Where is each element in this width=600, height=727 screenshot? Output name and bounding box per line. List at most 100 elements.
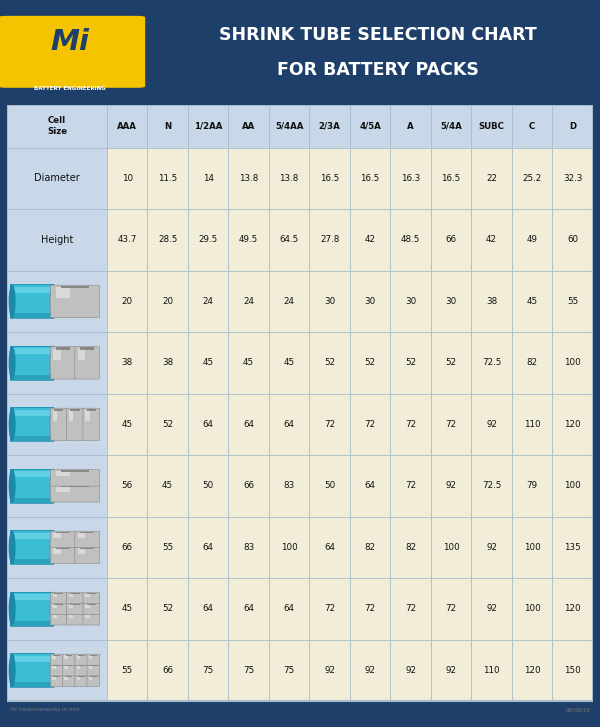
FancyBboxPatch shape [87, 654, 100, 665]
Text: 20: 20 [162, 297, 173, 306]
Bar [391, 270, 431, 332]
Bar [10, 654, 53, 687]
Bar [310, 332, 350, 393]
Bar [54, 614, 64, 615]
Text: 06/08/19: 06/08/19 [566, 707, 590, 712]
Text: 64: 64 [203, 543, 214, 552]
Bar [512, 578, 553, 640]
Text: 32.3: 32.3 [563, 174, 582, 183]
FancyBboxPatch shape [50, 675, 63, 686]
FancyBboxPatch shape [50, 664, 63, 676]
Bar [61, 486, 89, 487]
Text: 24: 24 [284, 297, 295, 306]
Bar [53, 533, 61, 538]
Bar [10, 498, 53, 503]
Bar [69, 594, 73, 598]
Bar [53, 548, 61, 554]
Bar [229, 270, 269, 332]
Bar [7, 393, 107, 455]
Bar [431, 517, 472, 578]
Bar [553, 393, 593, 455]
Bar [77, 655, 85, 656]
Bar [54, 604, 64, 605]
Text: 38: 38 [121, 358, 133, 367]
FancyBboxPatch shape [87, 675, 100, 686]
Text: 14: 14 [203, 174, 214, 183]
Text: 42: 42 [486, 236, 497, 244]
Bar [64, 655, 68, 659]
FancyBboxPatch shape [83, 603, 100, 614]
Text: 64.5: 64.5 [280, 236, 299, 244]
Ellipse shape [50, 284, 57, 318]
Bar [188, 105, 229, 148]
Text: 82: 82 [405, 543, 416, 552]
FancyBboxPatch shape [50, 486, 100, 502]
Text: 110: 110 [483, 666, 500, 675]
Bar [10, 374, 53, 379]
FancyBboxPatch shape [75, 547, 100, 563]
Text: 30: 30 [445, 297, 457, 306]
Text: 120: 120 [524, 666, 541, 675]
Bar [77, 666, 80, 670]
Bar [350, 105, 391, 148]
Bar [10, 346, 53, 379]
Bar [148, 270, 188, 332]
Text: 56: 56 [122, 481, 133, 491]
Bar [553, 455, 593, 517]
FancyBboxPatch shape [75, 664, 88, 676]
Bar [7, 332, 107, 393]
Bar [10, 284, 53, 318]
Bar [10, 348, 53, 355]
Bar [77, 676, 85, 677]
Bar [65, 655, 73, 656]
Text: 28.5: 28.5 [158, 236, 178, 244]
Bar [10, 592, 53, 626]
Bar [269, 332, 310, 393]
FancyBboxPatch shape [87, 664, 100, 676]
FancyBboxPatch shape [75, 654, 88, 665]
Ellipse shape [8, 592, 16, 626]
Bar [80, 547, 94, 549]
Bar [54, 409, 64, 411]
Ellipse shape [50, 407, 57, 441]
Text: 75: 75 [283, 666, 295, 675]
Bar [310, 455, 350, 517]
Bar [188, 270, 229, 332]
Bar [472, 270, 512, 332]
Bar [56, 487, 70, 492]
Bar [431, 105, 472, 148]
Bar [472, 640, 512, 701]
Text: Cell
Size: Cell Size [47, 116, 67, 136]
Text: 66: 66 [446, 236, 457, 244]
Bar [350, 332, 391, 393]
Text: 30: 30 [364, 297, 376, 306]
Text: 135: 135 [564, 543, 581, 552]
Bar [512, 455, 553, 517]
Bar [148, 517, 188, 578]
Text: 72: 72 [324, 604, 335, 614]
Bar [77, 677, 80, 680]
Bar [350, 393, 391, 455]
Bar [56, 547, 70, 549]
Bar [90, 655, 97, 656]
Bar [310, 209, 350, 270]
Text: 100: 100 [564, 358, 581, 367]
Bar [52, 666, 56, 670]
Bar [431, 455, 472, 517]
Text: 72: 72 [365, 604, 376, 614]
Text: 55: 55 [121, 666, 133, 675]
Ellipse shape [8, 654, 16, 687]
Bar [80, 348, 94, 350]
Bar [53, 349, 61, 360]
Bar [148, 209, 188, 270]
Text: AA: AA [242, 121, 255, 131]
Text: 64: 64 [284, 420, 295, 429]
Bar [65, 676, 73, 677]
Bar [10, 654, 53, 687]
Bar [431, 270, 472, 332]
Bar [391, 209, 431, 270]
Bar [472, 393, 512, 455]
Bar [89, 677, 92, 680]
FancyBboxPatch shape [83, 614, 100, 625]
Bar [107, 270, 148, 332]
